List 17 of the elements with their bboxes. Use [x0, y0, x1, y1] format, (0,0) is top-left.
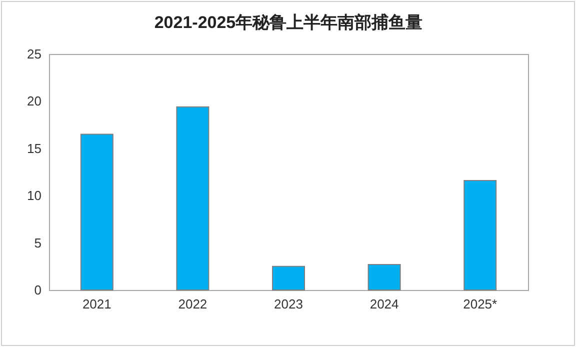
y-tick-label: 0 [34, 282, 42, 298]
y-tick-label: 5 [34, 235, 42, 250]
bar [368, 264, 401, 290]
y-tick-label: 20 [27, 94, 42, 109]
y-tick-label: 25 [27, 46, 42, 62]
bar [80, 134, 114, 290]
bar [272, 266, 305, 290]
bar [176, 106, 210, 290]
chart-title: 2021-2025年秘鲁上半年南部捕鱼量 [154, 13, 423, 32]
x-tick-label: 2024 [370, 296, 399, 312]
y-tick-label: 10 [27, 188, 42, 204]
x-tick-label: 2023 [274, 296, 303, 312]
x-tick-label: 2021 [82, 296, 112, 312]
y-tick-label: 15 [27, 140, 42, 156]
bar [464, 180, 497, 290]
x-tick-label: 2022 [178, 296, 208, 312]
x-tick-label: 2025* [463, 296, 498, 312]
